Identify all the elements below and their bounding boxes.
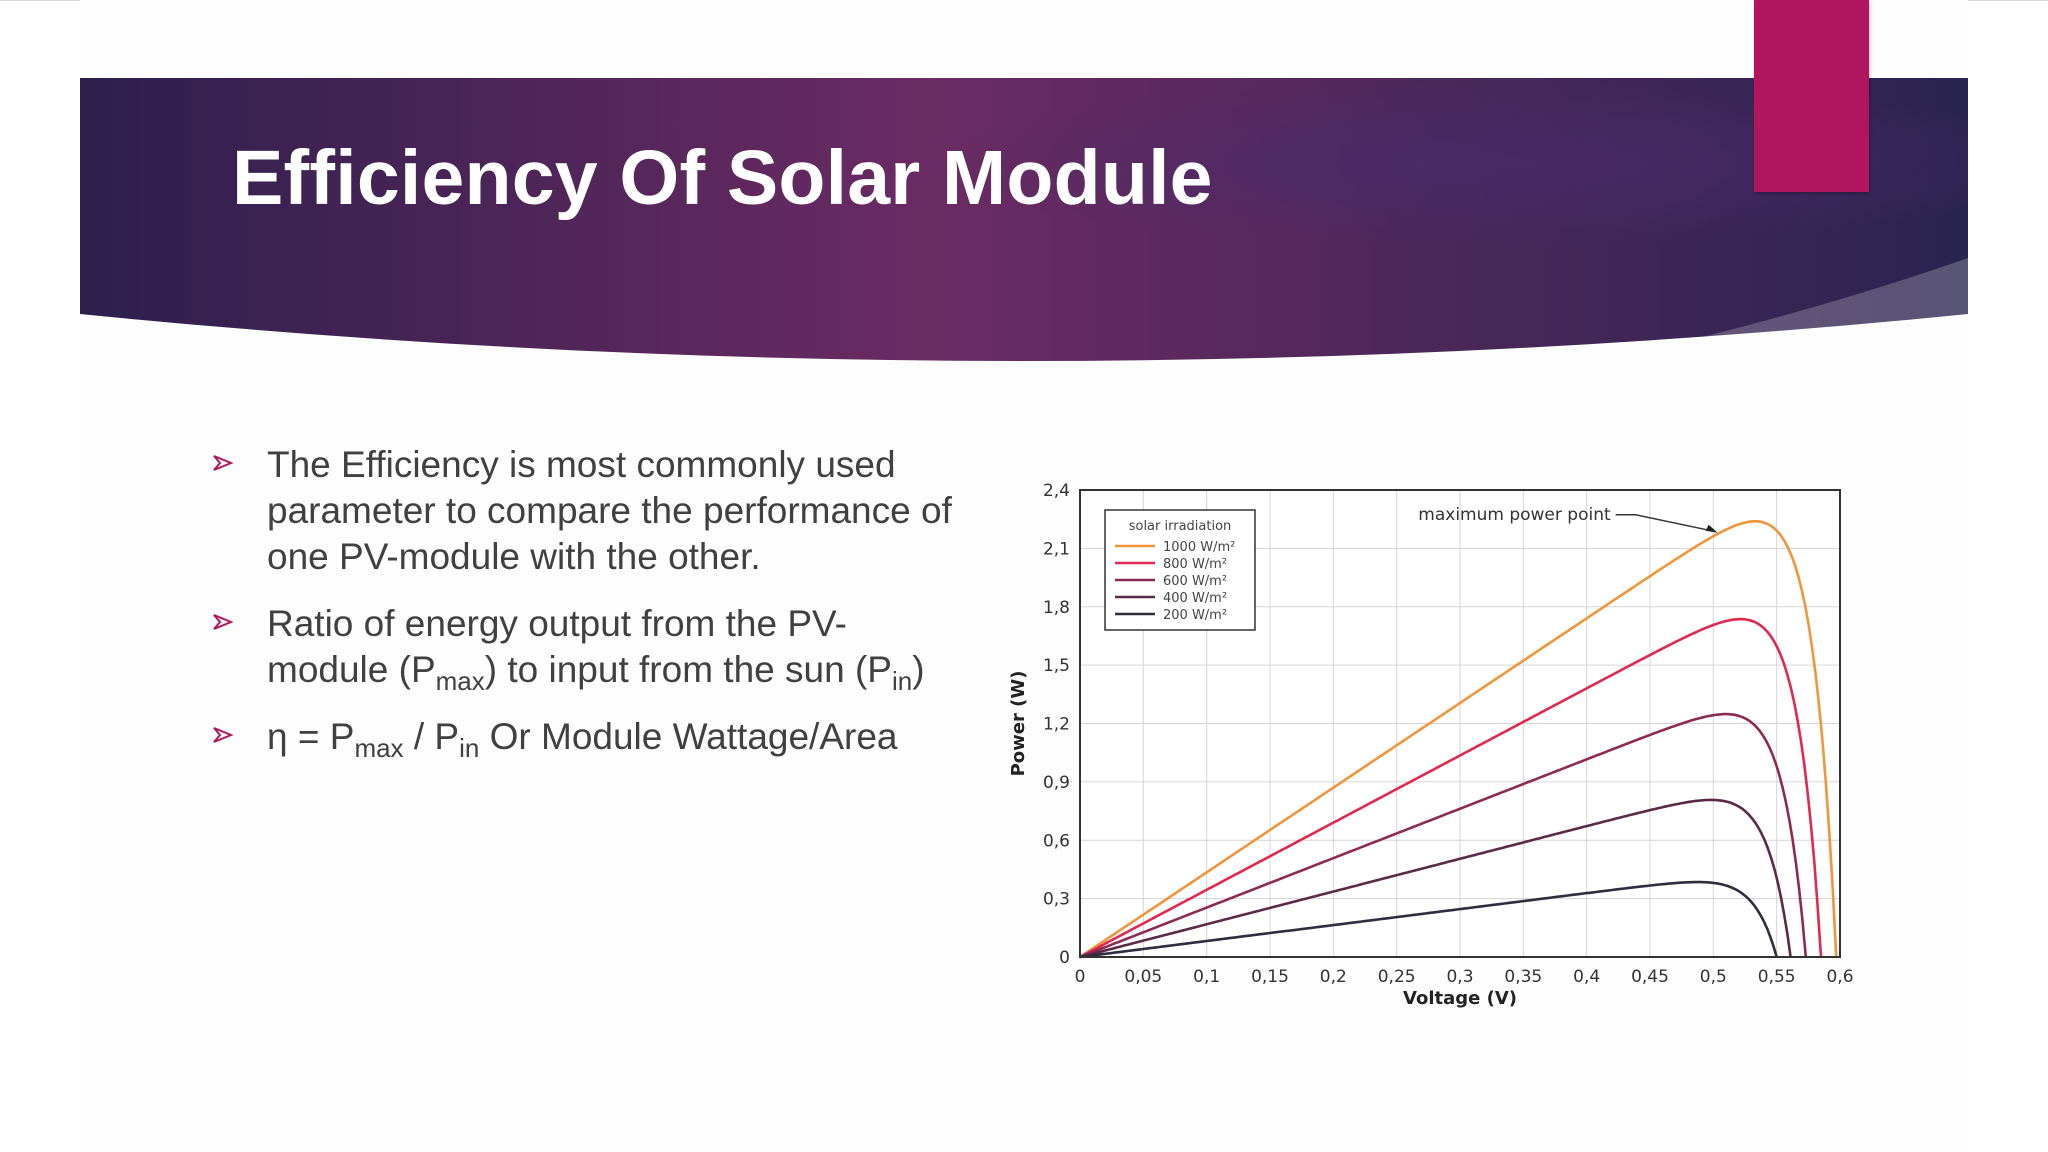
y-tick-label: 0 <box>1059 948 1070 968</box>
bullet-text: η = P <box>267 716 355 757</box>
annotation-text: maximum power point <box>1418 505 1611 525</box>
x-tick-label: 0,4 <box>1573 967 1600 987</box>
x-tick-label: 0,3 <box>1446 967 1473 987</box>
y-tick-label: 0,3 <box>1043 890 1070 910</box>
bullet-item: η = Pmax / Pin Or Module Wattage/Area <box>205 714 965 763</box>
subscript: in <box>459 733 480 763</box>
series-line <box>1079 519 1838 959</box>
bullet-text: Or Module Wattage/Area <box>479 716 898 757</box>
legend-entry: 1000 W/m² <box>1163 540 1235 555</box>
bullet-list: The Efficiency is most commonly used par… <box>205 442 965 781</box>
header-banner <box>80 78 1968 372</box>
x-tick-label: 0,15 <box>1251 967 1289 987</box>
legend-box <box>1104 509 1256 631</box>
slide-title: Efficiency Of Solar Module <box>232 135 1213 221</box>
y-tick-label: 1,2 <box>1043 715 1070 735</box>
subscript: in <box>891 666 913 696</box>
legend-entry: 600 W/m² <box>1163 574 1227 589</box>
y-tick-label: 0,6 <box>1043 831 1070 851</box>
legend-entry: 200 W/m² <box>1163 608 1227 623</box>
annotation-arrowhead <box>1705 524 1718 533</box>
x-tick-label: 0,05 <box>1124 967 1162 987</box>
x-tick-label: 0 <box>1075 967 1086 987</box>
y-tick-label: 0,9 <box>1043 773 1070 793</box>
y-axis-label: Power (W) <box>1008 671 1029 777</box>
legend-entry: 400 W/m² <box>1163 591 1227 606</box>
series-line <box>1079 880 1778 959</box>
legend-title: solar irradiation <box>1129 519 1232 534</box>
series-line <box>1079 712 1808 959</box>
arrow-bullet-icon <box>213 614 234 630</box>
x-tick-label: 0,55 <box>1758 967 1796 987</box>
y-tick-label: 1,5 <box>1043 656 1070 676</box>
power-voltage-chart: 0 0,05 0,1 0,15 0,2 0,25 0,3 0,35 0,4 0,45 0,5 0,55… <box>1008 481 1854 1009</box>
x-tick-label: 0,6 <box>1826 967 1853 987</box>
bullet-item: Ratio of energy output from the PV-modul… <box>205 601 965 696</box>
series-line <box>1079 617 1823 959</box>
y-tick-label: 2,4 <box>1043 481 1070 501</box>
subscript: max <box>354 733 404 763</box>
x-tick-label: 0,5 <box>1700 967 1727 987</box>
subscript: max <box>435 666 485 696</box>
x-tick-label: 0,1 <box>1193 967 1220 987</box>
x-tick-label: 0,45 <box>1631 967 1669 987</box>
bullet-text: Ratio of energy output from the PV-modul… <box>267 603 847 690</box>
legend-entry: 800 W/m² <box>1163 557 1227 572</box>
x-tick-label: 0,25 <box>1378 967 1416 987</box>
y-tick-label: 1,8 <box>1043 598 1070 618</box>
x-tick-label: 0,2 <box>1320 967 1347 987</box>
arrow-bullet-icon <box>213 455 234 471</box>
bullet-text: ) <box>912 649 925 690</box>
accent-tab <box>1754 0 1869 192</box>
x-axis-label: Voltage (V) <box>1403 988 1517 1009</box>
annotation-leader <box>1615 514 1712 532</box>
bullet-text: / P <box>403 716 460 757</box>
plot-border <box>1079 489 1841 958</box>
y-tick-label: 2,1 <box>1043 539 1070 559</box>
arrow-bullet-icon <box>213 727 234 743</box>
x-tick-label: 0,35 <box>1504 967 1542 987</box>
series-line <box>1079 798 1792 959</box>
bullet-text: ) to input from the sun (P <box>484 649 892 690</box>
bullet-item: The Efficiency is most commonly used par… <box>205 442 965 580</box>
bullet-text: The Efficiency is most commonly used par… <box>267 444 952 577</box>
